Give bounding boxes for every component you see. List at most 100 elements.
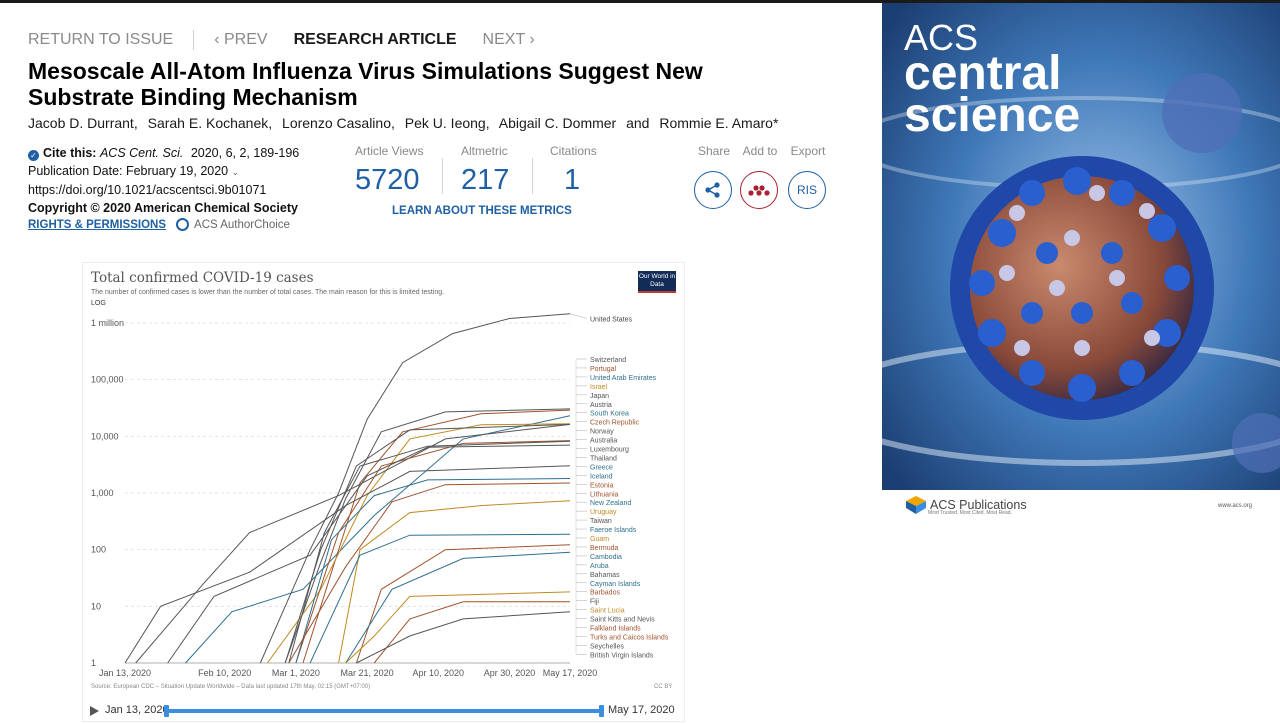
legend-label: Switzerland [590, 357, 626, 364]
citations-label: Citations [550, 144, 597, 158]
legend-label: Thailand [590, 455, 617, 462]
legend-connector [569, 313, 588, 319]
legend-label: Taiwan [590, 518, 612, 525]
cite-label: Cite this: [43, 146, 97, 160]
legend-label: Falkland Islands [590, 626, 641, 633]
series-line [345, 551, 571, 664]
legend-label: Aruba [590, 563, 609, 570]
top-border [0, 0, 1280, 3]
legend-label: Norway [590, 429, 614, 436]
legend-label: Barbados [590, 590, 620, 597]
log-scale-toggle[interactable]: LOG [91, 300, 106, 307]
series-line [259, 313, 571, 664]
author-link[interactable]: Lorenzo Casalino, [282, 115, 395, 131]
author-conjunction: and [626, 115, 650, 131]
citations-value: 1 [564, 164, 581, 196]
publication-date[interactable]: Publication Date: February 19, 2020 ⌄ [28, 164, 240, 178]
share-button[interactable] [694, 171, 732, 209]
rights-row: RIGHTS & PERMISSIONS ACS AuthorChoice [28, 218, 290, 231]
author-choice-label: ACS AuthorChoice [194, 218, 290, 231]
timeline-track[interactable] [166, 709, 602, 713]
series-line [288, 482, 571, 664]
nav-divider [193, 30, 195, 50]
series-line [309, 533, 571, 664]
next-link[interactable]: NEXT › [483, 31, 535, 49]
series-line [356, 611, 571, 664]
series-line [266, 423, 571, 664]
series-line [295, 478, 571, 664]
legend-label: Austria [590, 402, 612, 409]
export-action: Export RIS [788, 144, 828, 209]
acs-publications-logo: ACS Publications Most Trusted. Most Cite… [906, 496, 1027, 516]
article-type-label: RESEARCH ARTICLE [293, 31, 457, 48]
author-link[interactable]: Rommie E. Amaro* [659, 115, 779, 131]
legend-label: Faeroe Islands [590, 527, 637, 534]
legend-label: Uruguay [590, 509, 617, 516]
legend-label: Cambodia [590, 554, 622, 561]
author-link[interactable]: Sarah E. Kochanek, [147, 115, 273, 131]
timeline-end: May 17, 2020 [608, 704, 675, 716]
author-choice-badge[interactable]: ACS AuthorChoice [176, 218, 290, 231]
y-tick-label: 10,000 [91, 431, 119, 441]
x-tick-label: May 17, 2020 [543, 668, 598, 678]
x-tick-label: Jan 13, 2020 [99, 668, 151, 678]
author-link[interactable]: Pek U. Ieong, [404, 115, 490, 131]
legend-label: Bahamas [590, 572, 620, 579]
citation-meta: ✓ Cite this: ACS Cent. Sci. 2020, 6, 2, 1… [28, 144, 299, 217]
journal-cover[interactable]: ACS central science [882, 3, 1280, 490]
x-tick-label: Apr 10, 2020 [413, 668, 465, 678]
return-to-issue-link[interactable]: RETURN TO ISSUE [28, 31, 174, 48]
article-nav: RETURN TO ISSUE ‹ PREV RESEARCH ARTICLE … [28, 30, 535, 50]
cite-ref: 2020, 6, 2, 189-196 [190, 146, 300, 160]
cite-this-link[interactable]: ✓ Cite this: ACS Cent. Sci. 2020, 6, 2, 1… [28, 144, 299, 162]
y-tick-label: 100 [91, 545, 106, 555]
author-link[interactable]: Jacob D. Durrant, [28, 115, 138, 131]
prev-label: PREV [224, 31, 268, 48]
chart-title: Total confirmed COVID-19 cases [91, 270, 314, 286]
legend-label: Estonia [590, 482, 613, 489]
chevron-left-icon: ‹ [214, 31, 224, 48]
cite-journal: ACS Cent. Sci. [99, 146, 184, 160]
author-link[interactable]: Abigail C. Dommer [498, 115, 617, 131]
add-to-button[interactable] [740, 171, 778, 209]
export-ris-button[interactable]: RIS [788, 171, 826, 209]
play-icon[interactable] [90, 706, 99, 716]
legend-label: Iceland [590, 473, 613, 480]
views-label: Article Views [355, 144, 424, 158]
y-tick-label: 1 million [91, 318, 124, 328]
acs-logo-icon [906, 496, 926, 514]
altmetric-metric[interactable]: Altmetric 217 [461, 144, 509, 197]
legend-label: Turks and Caicos Islands [590, 634, 669, 641]
series-line [288, 440, 571, 664]
y-tick-label: 10 [91, 601, 101, 611]
learn-metrics-link[interactable]: LEARN ABOUT THESE METRICS [392, 205, 572, 217]
rights-permissions-link[interactable]: RIGHTS & PERMISSIONS [28, 218, 167, 231]
metric-divider [442, 158, 443, 194]
legend-label: United Arab Emirates [590, 375, 657, 382]
series-line [295, 440, 571, 664]
legend-label: New Zealand [590, 500, 631, 507]
timeline-start: Jan 13, 2020 [105, 704, 169, 716]
legend-label: Saint Lucia [590, 608, 625, 615]
legend-label: Guam [590, 536, 609, 543]
series-line [167, 444, 571, 664]
timeline-end-handle[interactable] [599, 705, 604, 717]
series-line [338, 500, 571, 664]
doi-link[interactable]: https://doi.org/10.1021/acscentsci.9b010… [28, 183, 267, 197]
export-label: Export [790, 144, 826, 158]
check-circle-icon: ✓ [28, 150, 39, 161]
legend-label: Czech Republic [590, 420, 640, 427]
prev-link[interactable]: ‹ PREV [214, 31, 267, 49]
open-access-icon [176, 218, 190, 231]
cover-title-central: central science [904, 47, 1081, 142]
views-value: 5720 [355, 164, 420, 196]
legend-label: United States [590, 316, 633, 323]
share-label: Share [697, 144, 731, 158]
publisher-tagline: Most Trusted. Most Cited. Most Read. [928, 510, 1012, 516]
legend-label: Fiji [590, 599, 599, 606]
timeline-start-handle[interactable] [164, 705, 169, 717]
add-to-label: Add to [742, 144, 778, 158]
citations-metric[interactable]: Citations 1 [550, 144, 597, 197]
metric-divider [532, 158, 533, 194]
timeline-slider: Jan 13, 2020 May 17, 2020 [90, 704, 680, 720]
